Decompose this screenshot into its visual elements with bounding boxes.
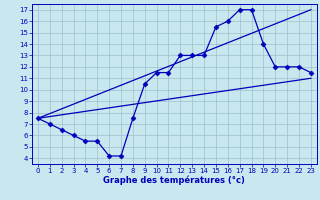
X-axis label: Graphe des températures (°c): Graphe des températures (°c) [103, 176, 245, 185]
